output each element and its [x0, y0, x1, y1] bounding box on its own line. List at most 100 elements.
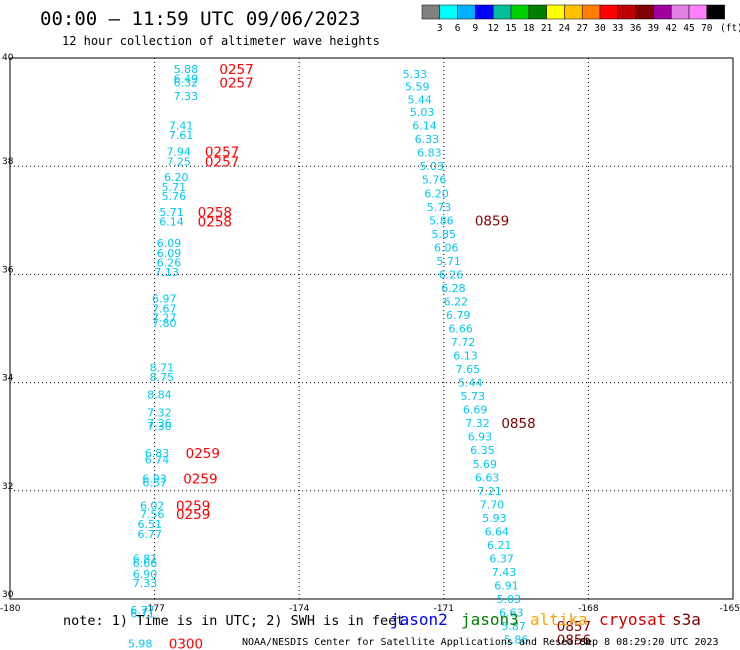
legend-tick-label: 30: [594, 23, 606, 34]
wave-height-value: 5.76: [422, 174, 447, 187]
legend-tick-label: 18: [523, 23, 535, 34]
y-tick-label: 34: [2, 374, 14, 384]
legend-tick-label: 27: [576, 23, 587, 34]
pass-time-label: 0259: [176, 507, 210, 523]
wave-height-value: 6.81: [133, 552, 158, 565]
wave-height-value: 7.13: [154, 266, 179, 279]
pass-time-label: 0258: [198, 205, 232, 221]
legend-swatch: [439, 4, 458, 20]
wave-height-value: 6.26: [157, 256, 182, 269]
legend-swatch: [510, 4, 530, 20]
wave-height-value: 7.30: [147, 420, 172, 433]
mission-jason3: jason3: [461, 610, 519, 629]
x-tick-label: -180: [0, 604, 21, 614]
wave-height-value: 8.75: [150, 371, 175, 384]
wave-height-value: 7.56: [140, 508, 165, 521]
wave-height-value: 6.64: [485, 525, 510, 538]
wave-height-value: 5.33: [403, 68, 428, 81]
x-tick-label: -171: [434, 604, 454, 614]
wave-height-value: 8.71: [150, 361, 175, 374]
wave-height-value: 7.27: [152, 312, 177, 325]
legend-tick-label: 36: [630, 23, 642, 34]
wave-height-value: 5.44: [458, 377, 483, 390]
y-tick-label: 32: [2, 482, 13, 492]
wave-height-value: 6.77: [130, 604, 155, 617]
pass-time-label: 0259: [176, 498, 210, 514]
wave-height-value: 5.73: [427, 201, 452, 214]
wave-height-labels: 5.886.496.327.337.417.617.947.256.205.71…: [128, 63, 528, 650]
wave-height-value: 6.66: [133, 557, 158, 570]
wave-height-value: 5.69: [473, 458, 498, 471]
wave-height-value: 6.06: [434, 241, 459, 254]
legend-tick-label: 42: [665, 23, 676, 34]
timestamp-text: Sep 8 08:29:20 UTC 2023: [580, 637, 718, 648]
wave-height-value: 5.76: [162, 190, 187, 203]
wave-height-value: 6.28: [441, 282, 466, 295]
credit-text: NOAA/NESDIS Center for Satellite Applica…: [242, 637, 591, 648]
pass-time-label: 0257: [219, 75, 253, 91]
legend-swatch: [528, 4, 547, 20]
wave-height-value: 6.02: [140, 499, 165, 512]
wave-height-value: 5.44: [407, 94, 432, 107]
chart-subtitle: 12 hour collection of altimeter wave hei…: [62, 34, 380, 48]
legend-tick-label: 3: [437, 23, 443, 34]
legend-swatch: [635, 4, 654, 20]
wave-height-value: 6.79: [446, 309, 471, 322]
legend-swatch: [599, 4, 619, 20]
legend-swatch: [688, 4, 708, 20]
wave-height-value: 5.03: [420, 160, 445, 173]
wave-height-value: 7.67: [152, 302, 177, 315]
legend-unit-label: (ft): [720, 23, 740, 34]
wave-height-value: 5.03: [410, 106, 435, 119]
wave-height-value: 6.71: [130, 608, 155, 621]
legend-swatch: [564, 4, 583, 20]
wave-height-value: 6.20: [164, 171, 189, 184]
wave-height-value: 5.73: [460, 390, 485, 403]
wave-height-value: 6.57: [142, 477, 167, 490]
legend-swatch: [617, 4, 636, 20]
wave-height-value: 6.66: [448, 323, 473, 336]
pass-time-label: 0257: [205, 145, 239, 161]
x-tick-label: -174: [289, 604, 310, 614]
wave-height-value: 6.20: [424, 187, 449, 200]
legend-tick-label: 70: [701, 23, 713, 34]
footer-note: note: 1) Time is in UTC; 2) SWH is in fe…: [63, 613, 404, 629]
y-tick-label: 30: [2, 590, 14, 600]
pass-time-labels: 0257025702570257025802580259025902590259…: [169, 62, 591, 650]
wave-height-value: 7.33: [133, 577, 158, 590]
wave-height-value: 5.71: [162, 181, 187, 194]
legend-swatch: [653, 4, 672, 20]
wave-height-value: 5.86: [429, 214, 454, 227]
legend-swatch: [581, 4, 601, 20]
wave-height-value: 6.35: [470, 444, 495, 457]
wave-height-value: 6.63: [475, 471, 500, 484]
legend-tick-label: 33: [612, 23, 623, 34]
legend-tick-label: 21: [541, 23, 553, 34]
wave-height-value: 6.63: [499, 607, 524, 620]
legend-swatch: [492, 4, 512, 20]
wave-height-value: 6.93: [142, 472, 167, 485]
wave-height-value: 8.84: [147, 389, 172, 402]
wave-height-value: 7.21: [477, 485, 502, 498]
wave-height-value: 7.80: [152, 317, 177, 330]
grid-lines: [10, 58, 733, 599]
wave-height-value: 6.22: [444, 295, 469, 308]
wave-height-value: 6.14: [412, 120, 437, 133]
wave-height-value: 6.69: [463, 404, 488, 417]
mission-cryosat: cryosat: [599, 610, 666, 629]
wave-height-value: 5.83: [128, 649, 153, 650]
pass-time-label: 0258: [198, 214, 232, 230]
wave-height-value: 6.90: [133, 568, 158, 581]
wave-height-value: 6.13: [453, 350, 478, 363]
mission-altika: altika: [530, 610, 588, 629]
wave-height-value: 5.88: [174, 63, 199, 76]
legend-tick-label: 39: [648, 23, 660, 34]
wave-height-value: 6.09: [157, 237, 182, 250]
mission-jason2: jason2: [390, 610, 448, 629]
wave-height-value: 7.70: [480, 498, 505, 511]
wave-height-value: 5.93: [482, 512, 507, 525]
y-tick-label: 38: [2, 157, 14, 167]
